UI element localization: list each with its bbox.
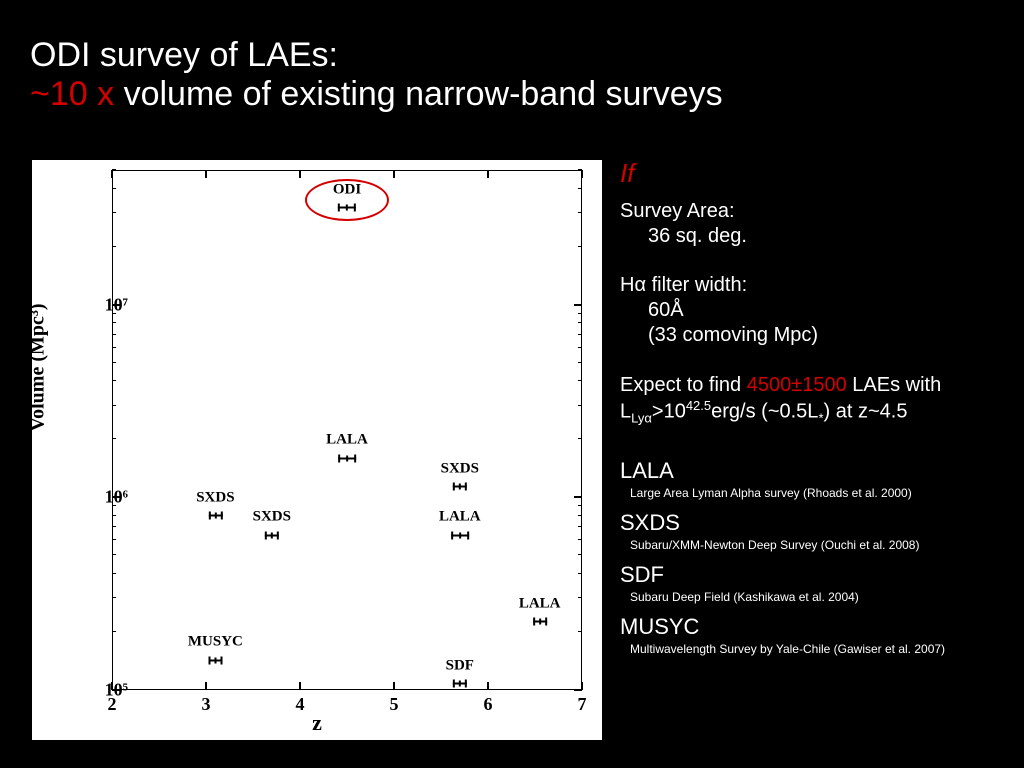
data-point-marker	[451, 531, 469, 539]
filter-value-1: 60Å	[648, 298, 1010, 323]
expect-count: 4500±1500	[747, 374, 847, 396]
x-tick-label: 3	[202, 694, 211, 715]
survey-def: SDF Subaru Deep Field (Kashikawa et al. 2…	[620, 562, 1010, 604]
data-point: ODI	[333, 181, 361, 216]
data-point: SDF	[446, 657, 474, 692]
x-tick-label: 5	[390, 694, 399, 715]
data-point: SXDS	[253, 509, 291, 544]
right-column: If Survey Area: 36 sq. deg. Hα filter wi…	[620, 158, 1010, 666]
expect-sub1: Lyα	[631, 411, 652, 426]
survey-name: SDF	[620, 562, 1010, 588]
title-line-2: ~10 x volume of existing narrow-band sur…	[30, 75, 994, 114]
data-point-label: LALA	[326, 432, 368, 449]
data-point-marker	[533, 618, 547, 626]
survey-desc: Large Area Lyman Alpha survey (Rhoads et…	[630, 486, 1010, 500]
title-emphasis: ~10 x	[30, 75, 114, 113]
survey-def: LALA Large Area Lyman Alpha survey (Rhoad…	[620, 458, 1010, 500]
volume-vs-redshift-chart: Volume (Mpc³) z 23456710⁵10⁶10⁷ODILALASX…	[32, 160, 602, 740]
data-point-marker	[338, 204, 356, 212]
if-label: If	[620, 158, 1010, 189]
expectation-block: Expect to find 4500±1500 LAEs with LLyα>…	[620, 372, 1010, 428]
expect-gt: >10	[652, 401, 686, 423]
data-point-label: LALA	[519, 595, 561, 612]
expect-unit: erg/s (~0.5L	[711, 401, 818, 423]
x-tick-label: 4	[296, 694, 305, 715]
data-point: MUSYC	[188, 634, 243, 669]
data-point-marker	[453, 483, 467, 491]
data-point: SXDS	[196, 490, 234, 525]
y-axis-label: Volume (Mpc³)	[27, 303, 50, 431]
x-axis-label: z	[32, 710, 602, 736]
x-tick-label: 7	[578, 694, 587, 715]
filter-block: Hα filter width: 60Å (33 comoving Mpc)	[620, 273, 1010, 348]
data-point: LALA	[439, 509, 481, 544]
plot-area	[112, 170, 582, 690]
expect-sup1: 42.5	[686, 398, 711, 413]
data-point-marker	[208, 656, 222, 664]
data-point-marker	[265, 531, 279, 539]
data-point-label: SXDS	[253, 509, 291, 526]
data-point-marker	[208, 512, 222, 520]
data-point-marker	[338, 454, 356, 462]
data-point: SXDS	[441, 461, 479, 496]
data-point-label: SDF	[446, 657, 474, 674]
slide-title: ODI survey of LAEs: ~10 x volume of exis…	[30, 36, 994, 114]
title-rest: volume of existing narrow-band surveys	[114, 75, 723, 113]
data-point: LALA	[326, 432, 368, 467]
data-point: LALA	[519, 595, 561, 630]
survey-def: SXDS Subaru/XMM-Newton Deep Survey (Ouchi…	[620, 510, 1010, 552]
x-tick-label: 6	[484, 694, 493, 715]
survey-area-label: Survey Area:	[620, 199, 1010, 224]
survey-area-block: Survey Area: 36 sq. deg.	[620, 199, 1010, 249]
data-point-label: ODI	[333, 181, 361, 198]
survey-name: LALA	[620, 458, 1010, 484]
data-point-label: SXDS	[441, 461, 479, 478]
data-point-label: SXDS	[196, 490, 234, 507]
survey-desc: Subaru Deep Field (Kashikawa et al. 2004…	[630, 590, 1010, 604]
survey-def: MUSYC Multiwavelength Survey by Yale-Chil…	[620, 614, 1010, 656]
survey-name: MUSYC	[620, 614, 1010, 640]
filter-value-2: (33 comoving Mpc)	[648, 323, 1010, 348]
expect-post: ) at z~4.5	[824, 401, 908, 423]
title-line-1: ODI survey of LAEs:	[30, 36, 994, 75]
survey-desc: Subaru/XMM-Newton Deep Survey (Ouchi et …	[630, 538, 1010, 552]
survey-desc: Multiwavelength Survey by Yale-Chile (Ga…	[630, 642, 1010, 656]
survey-definitions: LALA Large Area Lyman Alpha survey (Rhoad…	[620, 458, 1010, 656]
survey-area-value: 36 sq. deg.	[648, 224, 1010, 249]
expect-pre: Expect to find	[620, 374, 747, 396]
data-point-label: MUSYC	[188, 634, 243, 651]
survey-name: SXDS	[620, 510, 1010, 536]
data-point-label: LALA	[439, 509, 481, 526]
filter-label: Hα filter width:	[620, 273, 1010, 298]
data-point-marker	[453, 679, 467, 687]
